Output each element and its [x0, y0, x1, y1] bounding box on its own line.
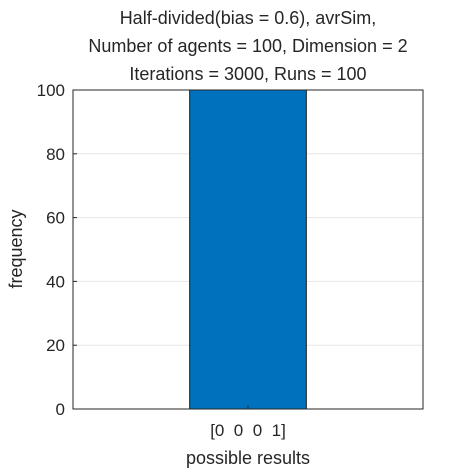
x-tick-label: [0 0 0 1]: [210, 421, 286, 440]
x-axis-ticks: [0 0 0 1]: [210, 405, 286, 440]
x-axis-label: possible results: [186, 448, 310, 468]
chart-title-line-1: Half-divided(bias = 0.6), avrSim,: [120, 8, 377, 28]
bars: [189, 89, 307, 410]
y-axis-label: frequency: [6, 209, 26, 288]
chart-title: Half-divided(bias = 0.6), avrSim, Number…: [88, 8, 407, 84]
chart-title-line-2: Number of agents = 100, Dimension = 2: [88, 36, 407, 56]
y-tick-label: 40: [46, 272, 65, 291]
chart-title-line-3: Iterations = 3000, Runs = 100: [129, 64, 366, 84]
y-axis-ticks: 0 20 40 60 80 100: [37, 81, 77, 419]
bar: [189, 89, 307, 410]
y-tick-label: 100: [37, 81, 65, 100]
y-tick-label: 0: [56, 400, 65, 419]
y-tick-label: 60: [46, 209, 65, 228]
y-tick-label: 20: [46, 336, 65, 355]
y-tick-label: 80: [46, 145, 65, 164]
